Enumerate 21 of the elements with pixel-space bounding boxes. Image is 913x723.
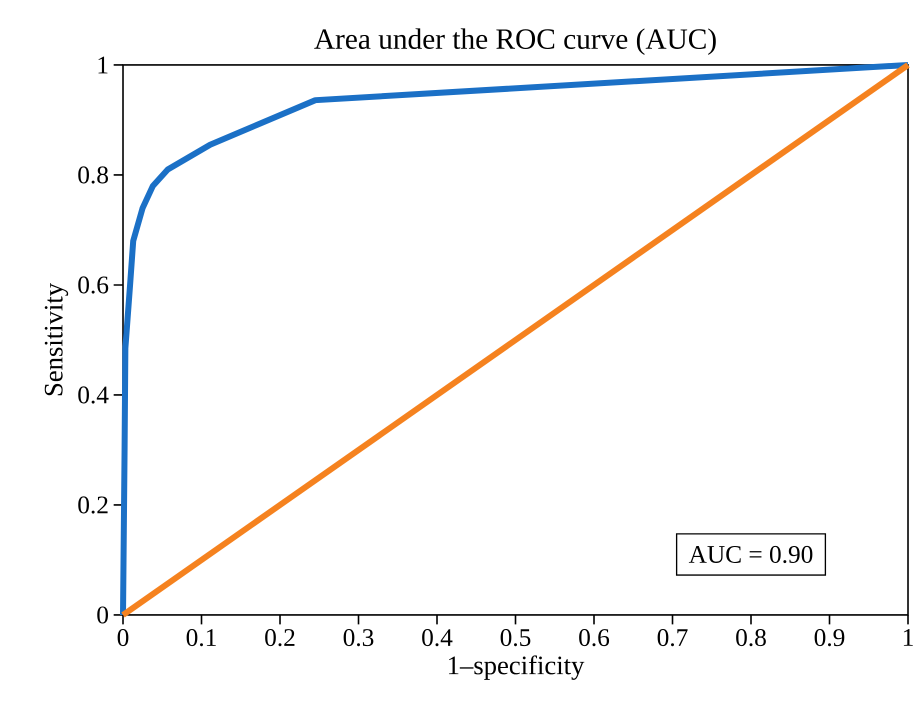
x-tick-label: 0.6: [579, 629, 610, 646]
x-axis-title: 1–specificity: [448, 655, 584, 680]
y-tick-label: 0.6: [78, 276, 108, 294]
y-tick-label: 0.2: [78, 496, 108, 514]
y-tick-label: 1: [98, 56, 108, 74]
x-tick-label: 0.7: [658, 629, 688, 646]
x-tick-label: 0.1: [186, 629, 216, 646]
x-tick-label: 0.3: [344, 629, 374, 646]
y-tick-label: 0: [97, 606, 108, 624]
chart-title: Area under the ROC curve (AUC): [314, 28, 716, 55]
y-axis-title: Sensitivity: [44, 283, 68, 396]
x-tick-label: 0.9: [814, 629, 844, 646]
x-tick-label: 0: [118, 629, 128, 646]
x-tick-label: 0.2: [265, 629, 294, 646]
x-tick-label: 0.5: [500, 629, 530, 646]
y-tick-label: 0.4: [78, 386, 109, 404]
annotation: AUC = 0.90: [688, 546, 812, 564]
x-tick-label: 0.4: [422, 629, 452, 646]
x-tick-label: 0.8: [736, 629, 766, 646]
y-tick-label: 0.8: [78, 166, 108, 184]
x-tick-label: 1: [904, 629, 913, 646]
